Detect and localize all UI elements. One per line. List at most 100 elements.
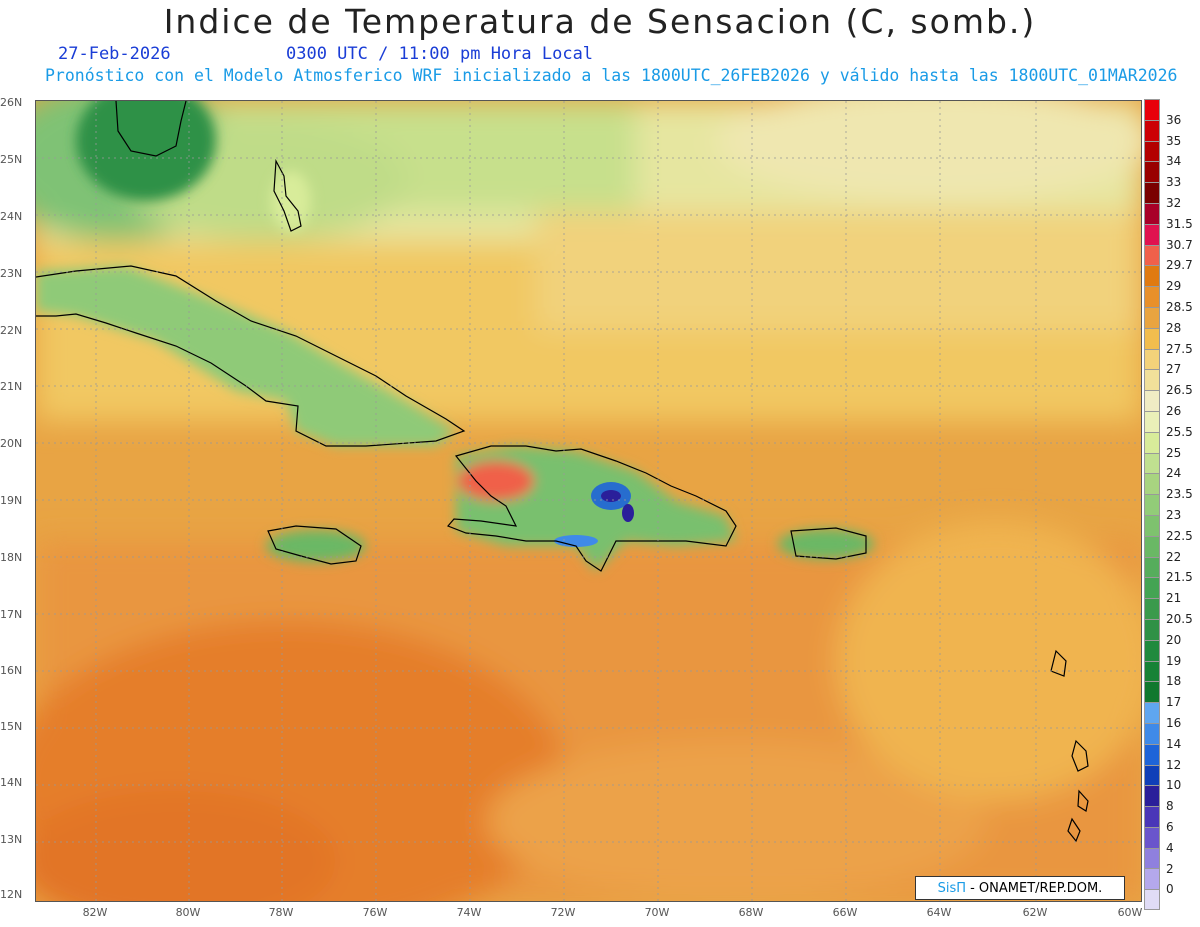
coastlines <box>36 101 1089 843</box>
forecast-time: 0300 UTC / 11:00 pm Hora Local <box>286 44 594 64</box>
colorbar-cell <box>1144 743 1160 765</box>
graticule <box>36 101 1141 901</box>
colorbar-label: 25.5 <box>1166 424 1193 439</box>
colorbar-label: 31.5 <box>1166 216 1193 231</box>
colorbar-label: 21.5 <box>1166 570 1193 585</box>
lon-label-80w: 80W <box>175 906 201 919</box>
colorbar-cell <box>1144 847 1160 869</box>
colorbar-cell <box>1144 244 1160 266</box>
colorbar-label: 33 <box>1166 175 1182 190</box>
lat-label-20n: 20N <box>0 437 23 450</box>
colorbar-cell <box>1144 182 1160 203</box>
colorbar-cell <box>1144 410 1160 432</box>
colorbar-cell <box>1144 764 1160 786</box>
lat-label-26n: 26N <box>0 96 23 109</box>
colorbar-cell <box>1144 119 1160 141</box>
colorbar-label: 17 <box>1166 695 1182 710</box>
colorbar-label: 23 <box>1166 508 1182 522</box>
colorbar-cell <box>1144 306 1160 328</box>
colorbar-cell <box>1144 99 1160 120</box>
colorbar-label: 27.5 <box>1166 341 1193 356</box>
lon-label-60w: 60W <box>1117 906 1143 919</box>
credit-org: - ONAMET/REP.DOM. <box>970 880 1103 896</box>
colorbar-cell <box>1144 494 1160 515</box>
cold-spot-south <box>554 535 598 547</box>
colorbar-label: 16 <box>1166 716 1182 730</box>
colorbar-label: 18 <box>1166 674 1182 689</box>
colorbar-cell <box>1144 452 1160 474</box>
colorbar-cell <box>1144 660 1160 682</box>
lon-label-78w: 78W <box>268 906 294 919</box>
lat-label-22n: 22N <box>0 324 23 337</box>
colorbar-cell <box>1144 140 1160 162</box>
lon-label-74w: 74W <box>456 906 482 919</box>
colorbar-label: 23.5 <box>1166 487 1193 502</box>
colorbar-cell <box>1144 286 1160 307</box>
lon-label-64w: 64W <box>926 906 952 919</box>
colorbar-cell <box>1144 889 1160 911</box>
colorbar-label: 19 <box>1166 653 1182 668</box>
colorbar-label: 12 <box>1166 757 1182 772</box>
colorbar-cell <box>1144 161 1160 183</box>
lat-label-21n: 21N <box>0 380 23 393</box>
cold-core <box>601 490 621 502</box>
colorbar-cell <box>1144 431 1160 453</box>
colorbar-cell <box>1144 826 1160 848</box>
colorbar-cell <box>1144 598 1160 619</box>
sispi-logo: SisΠ <box>937 880 967 896</box>
colorbar-cell <box>1144 806 1160 827</box>
colorbar-cell <box>1144 556 1160 578</box>
colorbar-label: 32 <box>1166 196 1182 210</box>
colorbar-label: 29.7 <box>1166 258 1193 273</box>
colorbar-cell <box>1144 618 1160 640</box>
colorbar <box>1144 99 1160 911</box>
lon-label-82w: 82W <box>82 906 108 919</box>
colorbar-label: 28.5 <box>1166 300 1193 314</box>
colorbar-label: 30.7 <box>1166 237 1193 252</box>
lat-label-15n: 15N <box>0 720 23 733</box>
colorbar-label: 4 <box>1166 840 1174 855</box>
colorbar-label: 29 <box>1166 279 1182 294</box>
colorbar-label: 26 <box>1166 404 1182 418</box>
colorbar-cell <box>1144 514 1160 536</box>
heat-index-map <box>35 100 1142 902</box>
colorbar-label: 24 <box>1166 466 1182 481</box>
lon-label-66w: 66W <box>832 906 858 919</box>
colorbar-label: 22 <box>1166 549 1182 564</box>
cold-core-2 <box>622 504 634 522</box>
lat-label-23n: 23N <box>0 267 23 280</box>
colorbar-label: 2 <box>1166 861 1174 876</box>
colorbar-cell <box>1144 702 1160 723</box>
lon-label-72w: 72W <box>550 906 576 919</box>
colorbar-label: 36 <box>1166 112 1182 127</box>
map-title: Indice de Temperatura de Sensacion (C, s… <box>163 2 1037 41</box>
colorbar-cell <box>1144 535 1160 557</box>
lon-label-70w: 70W <box>644 906 670 919</box>
colorbar-label: 6 <box>1166 820 1174 834</box>
lat-label-17n: 17N <box>0 608 23 621</box>
colorbar-cell <box>1144 369 1160 391</box>
colorbar-cell <box>1144 868 1160 890</box>
lat-label-18n: 18N <box>0 551 23 564</box>
colorbar-label: 28 <box>1166 320 1182 335</box>
model-subtitle: Pronóstico con el Modelo Atmosferico WRF… <box>45 66 1178 85</box>
colorbar-cell <box>1144 390 1160 411</box>
colorbar-label: 27 <box>1166 362 1182 377</box>
colorbar-cell <box>1144 202 1160 224</box>
lat-label-19n: 19N <box>0 494 23 507</box>
colorbar-label: 34 <box>1166 154 1182 169</box>
colorbar-cell <box>1144 785 1160 807</box>
colorbar-label: 20.5 <box>1166 612 1193 626</box>
colorbar-cell <box>1144 348 1160 370</box>
colorbar-label: 21 <box>1166 591 1182 606</box>
colorbar-label: 20 <box>1166 632 1182 647</box>
colorbar-label: 25 <box>1166 445 1182 460</box>
colorbar-cell <box>1144 722 1160 744</box>
lon-label-62w: 62W <box>1022 906 1048 919</box>
colorbar-label: 8 <box>1166 799 1174 814</box>
lat-label-12n: 12N <box>0 888 23 901</box>
colorbar-cell <box>1144 577 1160 599</box>
credit-box: SisΠ - ONAMET/REP.DOM. <box>915 876 1125 900</box>
colorbar-label: 10 <box>1166 778 1182 793</box>
colorbar-label: 35 <box>1166 133 1182 148</box>
